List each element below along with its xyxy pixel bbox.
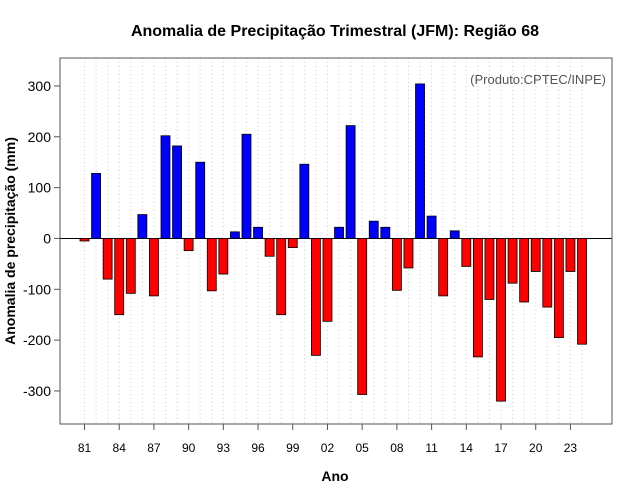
bar-1986 xyxy=(137,214,148,239)
x-tick-label: 84 xyxy=(113,441,127,455)
x-tick-label: 99 xyxy=(286,441,300,455)
bar-2012 xyxy=(438,238,449,297)
x-tick-label: 14 xyxy=(460,441,474,455)
y-tick-label: 200 xyxy=(28,129,52,145)
bar-2001 xyxy=(310,238,321,356)
bar-2010 xyxy=(415,83,425,239)
x-axis: 81 84 87 90 93 96 99 02 05 08 11 14 17 20 23 xyxy=(78,424,578,455)
bar-2024 xyxy=(577,238,587,345)
bar-2004 xyxy=(345,125,356,239)
bar-2017 xyxy=(496,238,506,402)
bar-2021 xyxy=(542,238,553,308)
bar-1996 xyxy=(253,226,263,239)
bar-1994 xyxy=(230,231,240,239)
x-tick-label: 17 xyxy=(494,441,508,455)
chart-title: Anomalia de Precipitação Trimestral (JFM… xyxy=(131,23,539,40)
bar-1990 xyxy=(183,238,194,252)
bar-1983 xyxy=(102,238,113,280)
bar-2000 xyxy=(299,163,310,239)
bar-1981 xyxy=(79,238,90,242)
bars xyxy=(79,83,587,402)
bar-2013 xyxy=(449,230,460,239)
bar-2009 xyxy=(403,238,414,269)
x-tick-label: 05 xyxy=(356,441,370,455)
bar-2008 xyxy=(391,238,402,291)
bar-1993 xyxy=(218,238,229,275)
x-tick-label: 87 xyxy=(147,441,161,455)
y-tick-label: 0 xyxy=(43,230,51,246)
bar-1999 xyxy=(287,238,298,249)
x-tick-label: 96 xyxy=(251,441,265,455)
x-tick-label: 02 xyxy=(321,441,335,455)
x-tick-label: 08 xyxy=(390,441,404,455)
x-tick-label: 20 xyxy=(529,441,543,455)
bar-2023 xyxy=(565,238,576,272)
y-axis-title: Anomalia de precipitação (mm) xyxy=(2,137,18,345)
bar-2003 xyxy=(334,226,344,239)
plot-frame xyxy=(59,57,613,425)
x-tick-label: 23 xyxy=(564,441,578,455)
bar-2019 xyxy=(519,238,530,303)
bar-2020 xyxy=(530,238,541,272)
x-tick-label: 11 xyxy=(425,441,438,455)
y-tick-label: 300 xyxy=(28,78,52,94)
bar-2016 xyxy=(484,238,495,300)
bar-2014 xyxy=(461,238,472,267)
y-tick-label: -300 xyxy=(23,383,51,399)
bar-1985 xyxy=(125,238,136,294)
bar-1998 xyxy=(276,238,287,316)
bar-2011 xyxy=(426,215,437,239)
bar-2022 xyxy=(553,238,564,338)
bar-2002 xyxy=(322,238,333,322)
bar-1988 xyxy=(160,135,171,239)
bar-1995 xyxy=(241,133,252,239)
bar-1997 xyxy=(264,238,275,257)
x-axis-title: Ano xyxy=(321,468,348,484)
bar-1982 xyxy=(91,172,101,239)
bar-2007 xyxy=(380,226,391,239)
x-tick-label: 90 xyxy=(182,441,196,455)
bar-1984 xyxy=(114,238,125,316)
bar-1989 xyxy=(172,145,182,239)
x-tick-label: 93 xyxy=(217,441,231,455)
grid-lines xyxy=(84,58,583,424)
y-tick-label: 100 xyxy=(28,180,52,196)
bar-2005 xyxy=(357,238,368,395)
y-axis: -300 -200 -100 0 100 200 300 xyxy=(23,78,60,399)
bar-2018 xyxy=(507,238,518,284)
product-credit: (Produto:CPTEC/INPE) xyxy=(470,72,606,87)
y-tick-label: -200 xyxy=(23,332,51,348)
bar-1987 xyxy=(149,238,159,297)
y-tick-label: -100 xyxy=(23,281,51,297)
bar-1991 xyxy=(195,161,206,239)
bar-2006 xyxy=(368,220,379,239)
x-tick-label: 81 xyxy=(78,441,92,455)
bar-2015 xyxy=(472,238,483,358)
bar-1992 xyxy=(206,238,217,292)
